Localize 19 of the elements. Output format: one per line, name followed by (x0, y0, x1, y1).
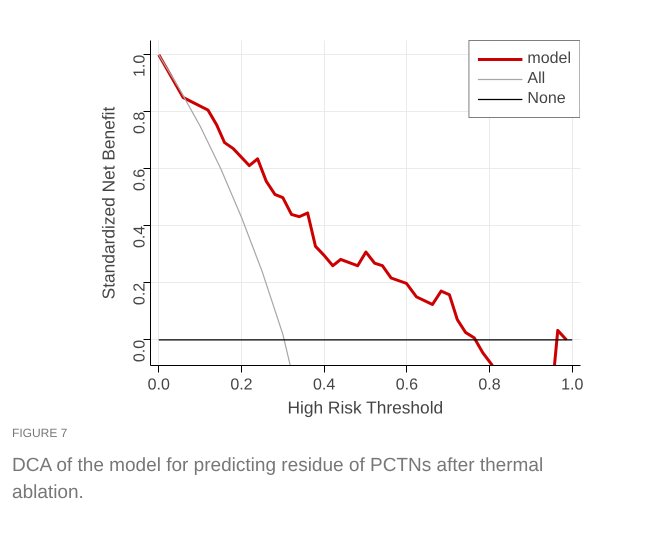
caption: FIGURE 7 (12, 425, 68, 442)
y-tick-label: 0.8 (132, 112, 148, 134)
x-tick-label: 0.0 (148, 376, 170, 394)
y-axis-title: Standardized Net Benefit (98, 106, 118, 300)
x-tick-label: 0.2 (230, 376, 253, 394)
x-axis-title: High Risk Threshold (287, 398, 444, 418)
x-tick-label: 0.6 (396, 376, 418, 394)
y-tick-label: 1.0 (132, 54, 148, 77)
x-tick-label: 0.8 (478, 376, 501, 394)
x-tick-label: 0.4 (313, 376, 336, 394)
y-tick-label: 0.6 (132, 168, 148, 192)
y-tick-label: 0.2 (132, 282, 148, 306)
y-tick-label: 0.0 (132, 340, 148, 362)
legend-label: All (527, 70, 546, 88)
x-tick-label: 1.0 (561, 376, 584, 394)
y-tick-label: 0.4 (132, 226, 148, 248)
text: DCA of the model for predicting residue of PCTNs after thermal ablation. (12, 454, 544, 506)
legend-label: None (527, 90, 566, 108)
legend-label: model (527, 50, 571, 68)
